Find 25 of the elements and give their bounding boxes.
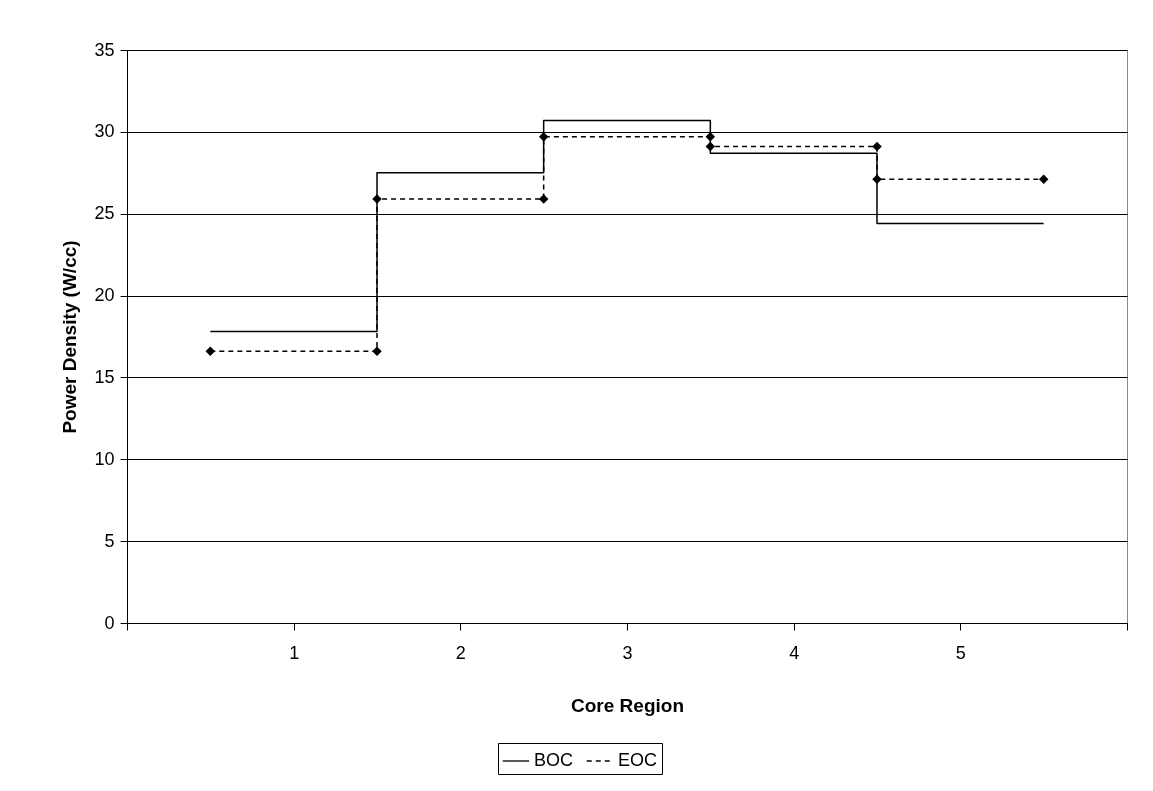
- legend-label: BOC: [534, 750, 574, 770]
- y-tick-label: 5: [104, 530, 115, 551]
- legend-label: EOC: [618, 750, 658, 770]
- point: [705, 132, 716, 142]
- y-tick-label: 20: [94, 285, 115, 306]
- x-axis-title: Core Region: [571, 694, 684, 716]
- point: [538, 132, 549, 142]
- x-tick-label: 5: [955, 642, 966, 663]
- y-tick-label: 10: [94, 448, 115, 469]
- y-tick-label: 35: [94, 39, 115, 60]
- y-tick-label: 15: [94, 366, 115, 387]
- y-tick-label: 30: [94, 121, 115, 142]
- point: [872, 141, 882, 152]
- point: [872, 174, 882, 185]
- x-tick-label: 1: [289, 642, 300, 663]
- point: [1038, 174, 1049, 185]
- y-axis-title: Power Density (W/cc): [59, 240, 81, 434]
- x-tick-label: 2: [455, 642, 466, 663]
- point: [538, 194, 549, 204]
- x-tick-label: 4: [789, 642, 800, 663]
- point: [705, 141, 716, 152]
- y-tick-label: 25: [94, 203, 115, 224]
- y-tick-label: 0: [104, 612, 115, 633]
- x-tick-label: 3: [622, 642, 633, 663]
- point: [205, 346, 216, 356]
